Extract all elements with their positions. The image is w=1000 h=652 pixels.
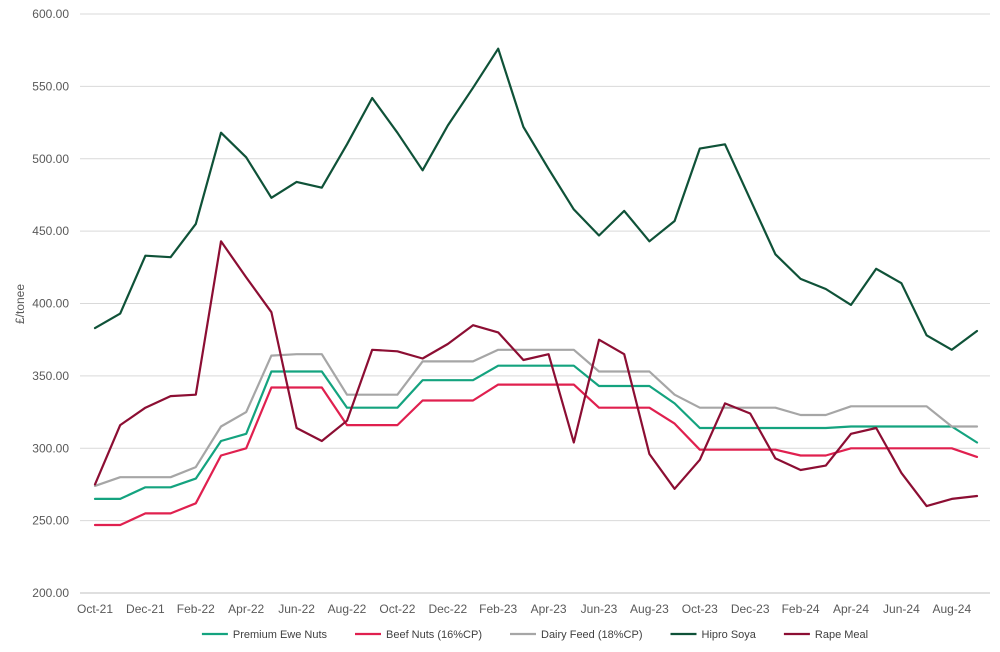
y-tick-label: 600.00: [32, 7, 69, 21]
x-tick-label: Apr-22: [228, 602, 264, 616]
x-tick-label: Jun-24: [883, 602, 920, 616]
x-tick-label: Aug-23: [630, 602, 669, 616]
legend-label: Premium Ewe Nuts: [233, 629, 328, 641]
x-tick-label: Apr-24: [833, 602, 869, 616]
y-tick-label: 300.00: [32, 441, 69, 455]
series-line-dairy-feed-18-cp: [93, 348, 979, 487]
x-tick-label: Aug-22: [328, 602, 367, 616]
legend-item: Dairy Feed (18%CP): [510, 629, 642, 641]
gridlines: [80, 13, 990, 594]
legend-label: Rape Meal: [815, 629, 868, 641]
legend-label: Hipro Soya: [702, 629, 757, 641]
legend-item: Premium Ewe Nuts: [201, 629, 328, 641]
x-tick-label: Feb-24: [782, 602, 820, 616]
legend-label: Dairy Feed (18%CP): [541, 629, 642, 641]
x-tick-label: Dec-21: [126, 602, 165, 616]
series-line-hipro-soya: [93, 47, 979, 351]
x-axis: Oct-21 Dec-21 Feb-22 Apr-22 Jun-22 Aug-22 Oct-…: [77, 602, 971, 616]
legend-item: Beef Nuts (16%CP): [355, 629, 482, 641]
series-line-beef-nuts-16-cp: [93, 383, 979, 527]
series-line-rape-meal: [93, 240, 979, 508]
y-tick-label: 350.00: [32, 369, 69, 383]
x-tick-label: Aug-24: [932, 602, 971, 616]
x-tick-label: Oct-21: [77, 602, 113, 616]
legend-item: Hipro Soya: [670, 629, 757, 641]
series-line-premium-ewe-nuts: [93, 364, 979, 500]
y-axis: 200.00 250.00 300.00 350.00 400.00 450.00 500.…: [32, 7, 69, 600]
series-lines: [93, 47, 979, 527]
y-tick-label: 550.00: [32, 79, 69, 93]
legend-label: Beef Nuts (16%CP): [386, 629, 482, 641]
x-tick-label: Dec-23: [731, 602, 770, 616]
y-tick-label: 450.00: [32, 224, 69, 238]
x-tick-label: Oct-23: [682, 602, 718, 616]
y-tick-label: 400.00: [32, 297, 69, 311]
x-tick-label: Feb-23: [479, 602, 517, 616]
y-tick-label: 250.00: [32, 514, 69, 528]
legend-item: Rape Meal: [783, 629, 868, 641]
x-tick-label: Dec-22: [428, 602, 467, 616]
x-tick-label: Jun-23: [581, 602, 618, 616]
x-tick-label: Feb-22: [177, 602, 215, 616]
y-tick-label: 500.00: [32, 152, 69, 166]
x-tick-label: Apr-23: [531, 602, 567, 616]
legend: Premium Ewe Nuts Beef Nuts (16%CP) Dairy F…: [201, 629, 868, 641]
x-tick-label: Oct-22: [379, 602, 415, 616]
y-axis-title: £/tonee: [13, 284, 27, 324]
x-tick-label: Jun-22: [278, 602, 315, 616]
y-tick-label: 200.00: [32, 586, 69, 600]
